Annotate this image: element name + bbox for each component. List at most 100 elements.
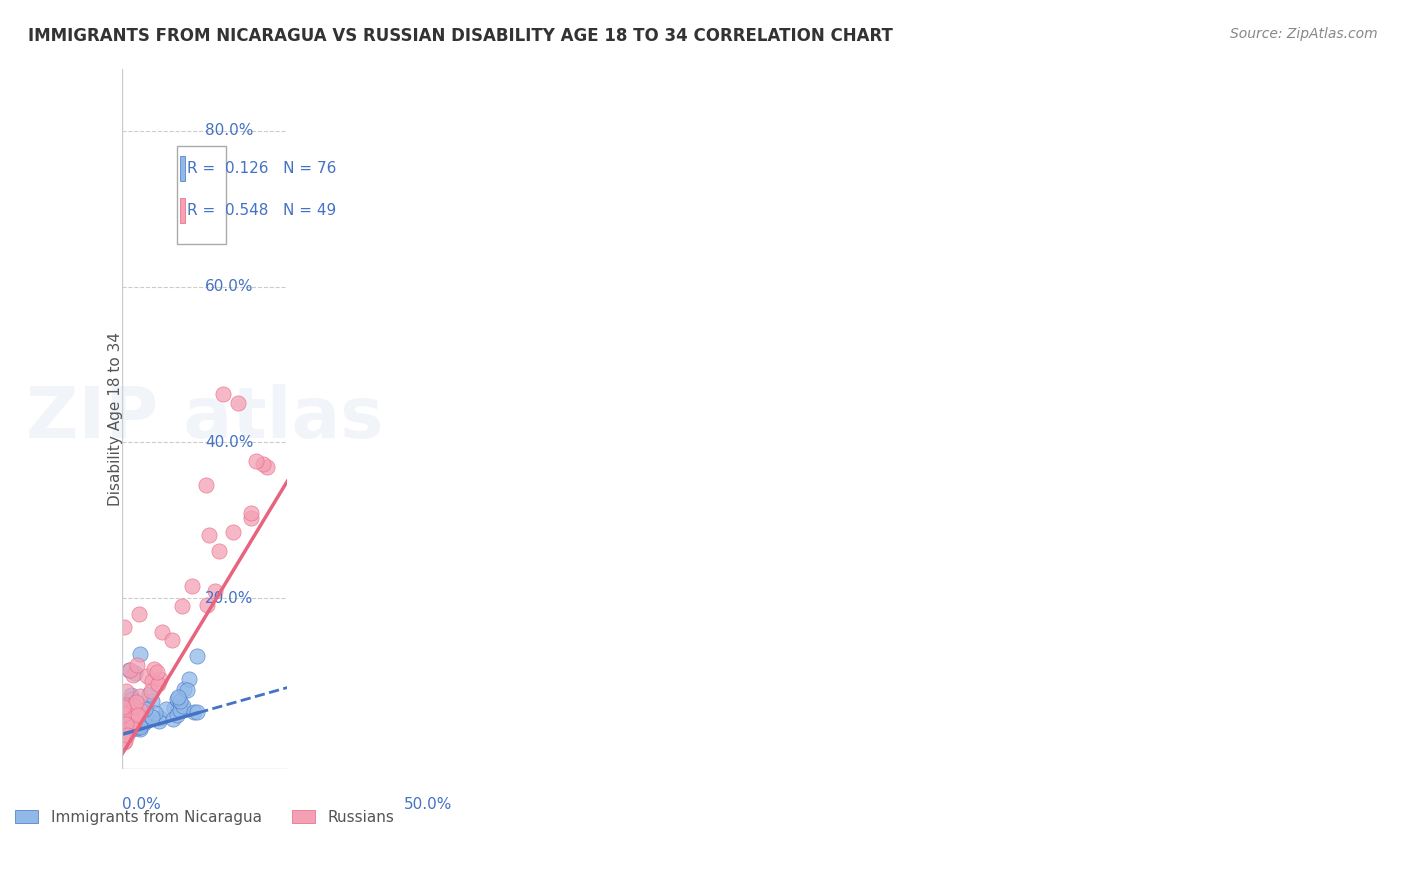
Point (118, 714, 141, 728)
Point (124, 698, 146, 713)
Point (121, 719, 143, 733)
Point (240, 506, 263, 520)
Point (136, 669, 159, 683)
Point (172, 698, 194, 713)
Point (120, 718, 142, 732)
Point (112, 720, 135, 734)
Point (129, 647, 152, 661)
Text: ZIP atlas: ZIP atlas (27, 384, 384, 453)
Point (128, 717, 150, 731)
Point (127, 708, 149, 723)
Legend: Immigrants from Nicaragua, Russians: Immigrants from Nicaragua, Russians (15, 810, 394, 825)
Point (139, 684, 162, 698)
Point (114, 698, 136, 713)
Point (114, 724, 136, 739)
Point (134, 709, 156, 723)
Point (186, 648, 208, 663)
Point (114, 717, 136, 731)
Point (122, 715, 145, 730)
Point (181, 578, 204, 592)
Point (141, 674, 163, 689)
Point (131, 704, 153, 718)
Text: Source: ZipAtlas.com: Source: ZipAtlas.com (1230, 27, 1378, 41)
Point (117, 724, 139, 739)
Point (118, 663, 141, 677)
Point (170, 599, 193, 614)
Point (118, 664, 141, 678)
Point (112, 716, 135, 731)
Point (146, 665, 169, 680)
Point (121, 717, 143, 731)
Point (122, 707, 145, 722)
Point (162, 712, 184, 726)
Point (118, 720, 141, 734)
Point (128, 712, 150, 726)
Point (176, 683, 198, 698)
Point (114, 733, 136, 747)
Text: 50.0%: 50.0% (404, 797, 453, 813)
FancyBboxPatch shape (177, 145, 226, 244)
Point (149, 672, 172, 686)
Point (118, 720, 141, 734)
Point (128, 718, 150, 732)
Point (256, 460, 278, 475)
Point (245, 454, 267, 468)
Point (121, 707, 143, 722)
Point (172, 702, 194, 716)
Point (155, 702, 177, 716)
Point (149, 711, 172, 725)
Point (118, 699, 141, 714)
Text: 80.0%: 80.0% (205, 123, 253, 138)
Text: 40.0%: 40.0% (205, 434, 253, 450)
Point (124, 695, 146, 709)
Point (124, 700, 146, 714)
Point (118, 708, 141, 723)
Point (163, 701, 186, 715)
Point (128, 720, 150, 734)
Point (134, 716, 156, 731)
Point (143, 706, 166, 721)
Point (127, 716, 149, 731)
Point (197, 598, 219, 612)
Point (134, 702, 156, 716)
Point (160, 632, 183, 647)
Point (146, 677, 169, 691)
Point (128, 722, 150, 736)
Bar (180, 156, 186, 181)
Point (114, 684, 136, 698)
Point (198, 528, 221, 542)
Text: 20.0%: 20.0% (205, 591, 253, 606)
Point (120, 689, 142, 703)
Point (114, 720, 136, 734)
Point (226, 396, 249, 410)
Point (141, 710, 163, 724)
Point (115, 723, 138, 738)
Point (173, 681, 195, 696)
Text: Disability Age 18 to 34: Disability Age 18 to 34 (108, 332, 124, 506)
Point (112, 723, 135, 737)
Point (252, 457, 274, 471)
Point (117, 710, 139, 724)
Point (166, 692, 188, 706)
Point (117, 706, 139, 721)
Point (117, 726, 139, 740)
Point (124, 711, 146, 725)
Point (112, 620, 135, 634)
Text: 0.0%: 0.0% (122, 797, 162, 813)
Point (186, 706, 208, 720)
Point (124, 708, 146, 723)
Point (121, 692, 143, 706)
Bar (180, 198, 186, 223)
Point (148, 714, 170, 729)
Point (115, 721, 138, 735)
Point (112, 735, 135, 749)
Point (204, 584, 226, 599)
Text: 60.0%: 60.0% (205, 279, 253, 294)
Point (117, 707, 139, 722)
Point (169, 693, 191, 707)
Point (136, 713, 159, 727)
Point (114, 723, 136, 738)
Point (127, 711, 149, 725)
Point (150, 624, 173, 639)
Point (169, 702, 191, 716)
